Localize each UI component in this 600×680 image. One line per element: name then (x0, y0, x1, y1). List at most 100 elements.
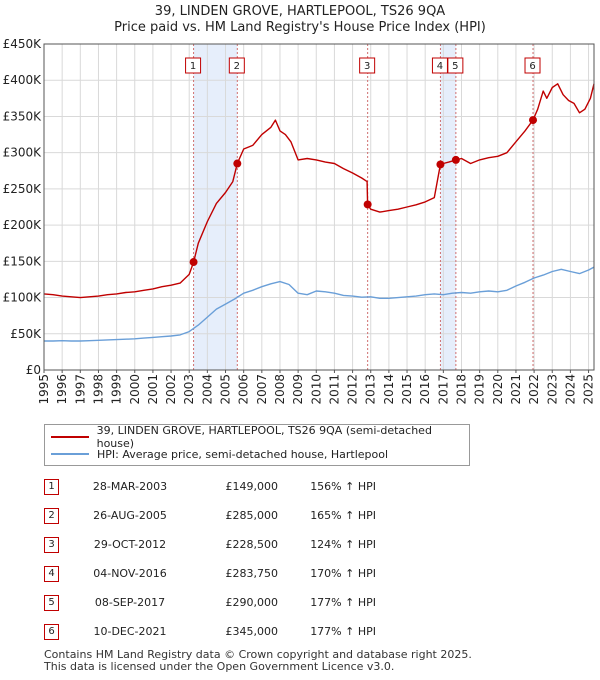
sale-date: 29-OCT-2012 (93, 538, 167, 551)
sale-point (529, 116, 538, 125)
sale-hpi-change: 124% ↑ HPI (310, 538, 376, 551)
x-tick-label: 2004 (200, 374, 214, 405)
legend-swatch-hpi (51, 453, 89, 455)
y-tick-label: £150K (3, 254, 43, 268)
shaded-span (440, 44, 456, 370)
table-row: 3 29-OCT-2012 £228,500 124% ↑ HPI (44, 530, 376, 559)
sale-number-badge: 6 (44, 623, 59, 640)
legend-item-hpi: HPI: Average price, semi-detached house,… (51, 446, 388, 462)
x-tick-label: 2012 (346, 374, 360, 405)
footer-attribution: Contains HM Land Registry data © Crown c… (44, 649, 472, 673)
x-tick-label: 2010 (309, 374, 323, 405)
sale-point (233, 159, 242, 168)
x-tick-label: 2000 (128, 374, 142, 405)
x-tick-label: 2014 (382, 374, 396, 405)
chart-title: 39, LINDEN GROVE, HARTLEPOOL, TS26 9QA (154, 4, 446, 19)
series-line-hpi (44, 266, 595, 342)
plot-area (44, 44, 594, 370)
y-tick-label: £0 (26, 363, 41, 377)
sale-date: 04-NOV-2016 (93, 567, 167, 580)
y-tick-label: £200K (3, 218, 43, 232)
sale-point (451, 155, 460, 164)
sale-label-box (447, 57, 464, 74)
x-tick-label: 2022 (527, 374, 541, 405)
chart-legend: 39, LINDEN GROVE, HARTLEPOOL, TS26 9QA (… (44, 424, 470, 466)
sale-number-badge: 4 (44, 565, 59, 582)
table-row: 1 28-MAR-2003 £149,000 156% ↑ HPI (44, 472, 376, 501)
sale-price: £285,000 (225, 509, 279, 522)
x-tick-label: 2023 (545, 374, 559, 405)
x-tick-label: 2025 (582, 374, 596, 405)
footer-line-licence: This data is licensed under the Open Gov… (44, 660, 395, 673)
x-tick-label: 2020 (491, 374, 505, 405)
y-tick-label: £100K (3, 291, 43, 305)
sale-date: 26-AUG-2005 (93, 509, 167, 522)
table-row: 5 08-SEP-2017 £290,000 177% ↑ HPI (44, 588, 376, 617)
sale-number-badge: 2 (44, 507, 59, 524)
x-tick-label: 2015 (400, 374, 414, 405)
sale-label-box (524, 57, 541, 74)
sale-label-box (185, 57, 202, 74)
sale-number-badge: 1 (44, 478, 59, 495)
y-tick-label: £50K (10, 327, 42, 341)
sale-point (189, 258, 198, 267)
x-tick-label: 2024 (563, 374, 577, 405)
shaded-span (193, 44, 238, 370)
transactions-table: 1 28-MAR-2003 £149,000 156% ↑ HPI 2 26-A… (44, 472, 376, 646)
x-tick-label: 2017 (436, 374, 450, 405)
x-tick-label: 1998 (91, 374, 105, 405)
table-row: 6 10-DEC-2021 £345,000 177% ↑ HPI (44, 617, 376, 646)
sale-number-badge: 3 (44, 536, 59, 553)
sale-label-number: 2 (234, 61, 240, 72)
x-tick-label: 1995 (37, 374, 51, 405)
x-tick-label: 2003 (182, 374, 196, 405)
x-tick-label: 1997 (73, 374, 87, 405)
x-tick-label: 2009 (291, 374, 305, 405)
sale-price: £290,000 (225, 596, 279, 609)
x-tick-label: 1996 (55, 374, 69, 405)
sale-label-number: 3 (364, 61, 370, 72)
x-tick-label: 2007 (255, 374, 269, 405)
sale-date: 10-DEC-2021 (93, 625, 167, 638)
sale-label-number: 6 (529, 61, 535, 72)
sale-price: £283,750 (225, 567, 279, 580)
x-tick-label: 2001 (146, 374, 160, 405)
sale-date: 08-SEP-2017 (94, 596, 166, 609)
sale-hpi-change: 170% ↑ HPI (310, 567, 376, 580)
sale-date: 28-MAR-2003 (92, 480, 168, 493)
sale-price: £149,000 (225, 480, 279, 493)
x-tick-label: 2019 (473, 374, 487, 405)
x-tick-label: 2013 (364, 374, 378, 405)
x-tick-label: 2005 (219, 374, 233, 405)
legend-item-property: 39, LINDEN GROVE, HARTLEPOOL, TS26 9QA (… (51, 424, 469, 450)
legend-swatch-property (51, 436, 89, 438)
sale-label-number: 1 (190, 61, 196, 72)
y-tick-label: £400K (3, 73, 43, 87)
x-tick-label: 2002 (164, 374, 178, 405)
axes-frame (43, 43, 595, 371)
x-tick-label: 2018 (454, 374, 468, 405)
y-tick-label: £350K (3, 109, 43, 123)
y-tick-label: £450K (3, 37, 43, 51)
sale-hpi-change: 177% ↑ HPI (310, 625, 376, 638)
sale-label-box (359, 57, 376, 74)
sale-label-number: 4 (437, 61, 443, 72)
footer-line-copyright: Contains HM Land Registry data © Crown c… (44, 648, 472, 661)
sale-label-box (228, 57, 245, 74)
y-tick-label: £300K (3, 146, 43, 160)
x-tick-label: 2011 (327, 374, 341, 405)
sale-hpi-change: 165% ↑ HPI (310, 509, 376, 522)
series-line-property (43, 83, 595, 299)
sale-label-number: 5 (452, 61, 458, 72)
x-tick-label: 2016 (418, 374, 432, 405)
sale-hpi-change: 156% ↑ HPI (310, 480, 376, 493)
x-tick-label: 1999 (110, 374, 124, 405)
x-tick-label: 2008 (273, 374, 287, 405)
table-row: 4 04-NOV-2016 £283,750 170% ↑ HPI (44, 559, 376, 588)
chart-subtitle: Price paid vs. HM Land Registry's House … (114, 20, 486, 35)
sale-point (436, 160, 445, 169)
y-tick-label: £250K (3, 182, 43, 196)
x-tick-label: 2021 (509, 374, 523, 405)
legend-label-hpi: HPI: Average price, semi-detached house,… (97, 447, 389, 461)
legend-label-property: 39, LINDEN GROVE, HARTLEPOOL, TS26 9QA (… (96, 424, 432, 450)
